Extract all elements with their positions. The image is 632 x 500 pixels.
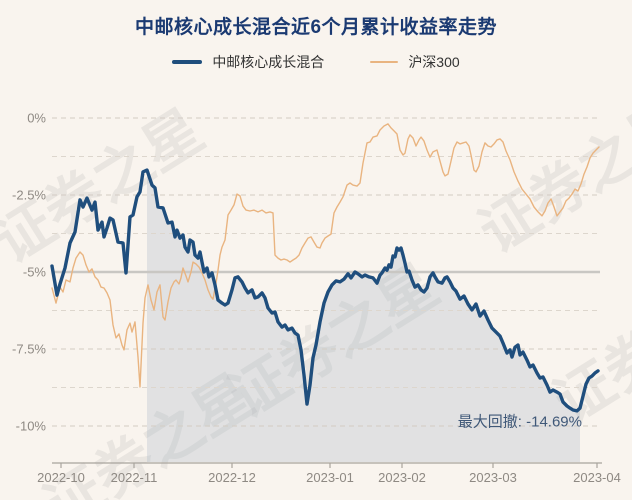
max-drawdown-region [147,170,580,462]
y-axis-tick-label: -5% [23,265,47,280]
y-axis-tick-label: -7.5% [12,342,46,357]
max-drawdown-annotation: 最大回撤: -14.69% [458,413,582,430]
fund-line [50,168,600,413]
fund-line-swatch [172,60,203,64]
legend-item-index: 沪深300 [370,52,460,72]
y-axis-tick-label: -2.5% [12,188,46,203]
y-axis-tick-label: 0% [27,111,46,126]
legend: 中邮核心成长混合 沪深300 [0,52,632,72]
x-axis-tick-label: 2023-03 [469,470,517,485]
legend-item-fund: 中邮核心成长混合 [172,52,324,72]
x-axis-tick-label: 2022-12 [208,470,256,485]
x-axis-tick-label: 2023-04 [573,470,621,485]
legend-label-fund: 中邮核心成长混合 [212,54,325,70]
legend-label-index: 沪深300 [408,54,460,70]
x-axis-tick-label: 2022-11 [111,470,158,485]
chart-title: 中邮核心成长混合近6个月累计收益率走势 [134,17,498,38]
x-axis-tick-label: 2023-01 [306,470,354,485]
index-line [51,123,600,388]
x-axis-tick-label: 2023-02 [378,470,426,485]
y-axis-tick-label: -10% [16,419,47,434]
index-line-swatch [370,61,399,63]
x-axis-tick-label: 2022-10 [37,470,85,485]
